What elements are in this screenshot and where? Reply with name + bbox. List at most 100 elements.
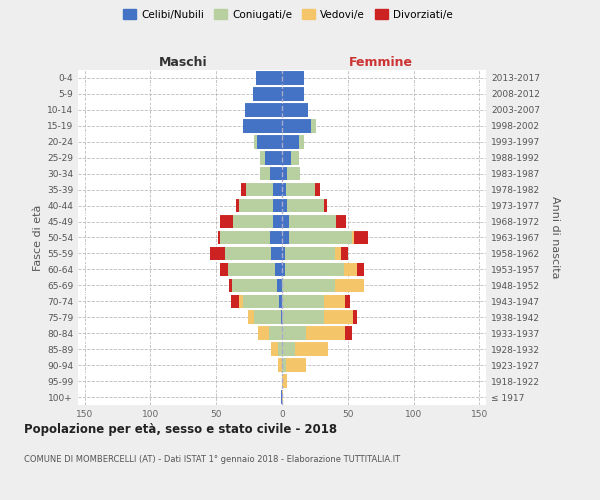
- Bar: [282, 71, 304, 85]
- Bar: [282, 246, 341, 260]
- Text: Femmine: Femmine: [349, 56, 413, 69]
- Bar: [282, 342, 328, 356]
- Bar: [245, 103, 282, 117]
- Bar: [226, 246, 282, 260]
- Bar: [239, 199, 282, 212]
- Bar: [226, 246, 282, 260]
- Bar: [282, 278, 335, 292]
- Y-axis label: Fasce di età: Fasce di età: [33, 204, 43, 270]
- Bar: [247, 183, 282, 196]
- Bar: [282, 326, 305, 340]
- Bar: [253, 87, 282, 101]
- Bar: [281, 390, 282, 404]
- Bar: [278, 358, 282, 372]
- Bar: [248, 310, 282, 324]
- Bar: [282, 262, 357, 276]
- Bar: [273, 199, 282, 212]
- Y-axis label: Anni di nascita: Anni di nascita: [550, 196, 560, 279]
- Bar: [282, 310, 353, 324]
- Bar: [271, 246, 282, 260]
- Bar: [282, 71, 304, 85]
- Bar: [282, 103, 308, 117]
- Bar: [242, 119, 282, 132]
- Bar: [260, 151, 282, 164]
- Bar: [282, 151, 299, 164]
- Bar: [209, 246, 282, 260]
- Bar: [260, 167, 282, 180]
- Bar: [228, 262, 282, 276]
- Bar: [245, 103, 282, 117]
- Bar: [281, 390, 282, 404]
- Bar: [282, 119, 316, 132]
- Bar: [282, 215, 289, 228]
- Bar: [256, 71, 282, 85]
- Bar: [282, 230, 368, 244]
- Bar: [282, 326, 345, 340]
- Bar: [277, 278, 282, 292]
- Bar: [245, 103, 282, 117]
- Bar: [282, 199, 327, 212]
- Bar: [282, 310, 324, 324]
- Bar: [282, 199, 324, 212]
- Bar: [256, 71, 282, 85]
- Bar: [230, 294, 282, 308]
- Bar: [220, 230, 282, 244]
- Bar: [260, 167, 282, 180]
- Bar: [271, 342, 282, 356]
- Bar: [282, 199, 324, 212]
- Bar: [282, 262, 344, 276]
- Bar: [282, 215, 346, 228]
- Bar: [282, 87, 304, 101]
- Bar: [282, 167, 287, 180]
- Bar: [232, 278, 282, 292]
- Bar: [282, 119, 316, 132]
- Bar: [282, 262, 364, 276]
- Bar: [282, 87, 304, 101]
- Bar: [282, 246, 348, 260]
- Bar: [282, 358, 286, 372]
- Bar: [254, 135, 282, 148]
- Bar: [282, 87, 304, 101]
- Bar: [220, 230, 282, 244]
- Bar: [254, 135, 282, 148]
- Bar: [247, 183, 282, 196]
- Bar: [228, 262, 282, 276]
- Bar: [242, 119, 282, 132]
- Bar: [282, 87, 304, 101]
- Bar: [282, 358, 305, 372]
- Bar: [278, 342, 282, 356]
- Text: COMUNE DI MOMBERCELLI (AT) - Dati ISTAT 1° gennaio 2018 - Elaborazione TUTTITALI: COMUNE DI MOMBERCELLI (AT) - Dati ISTAT …: [24, 455, 400, 464]
- Bar: [260, 151, 282, 164]
- Bar: [282, 278, 364, 292]
- Bar: [282, 215, 336, 228]
- Bar: [282, 262, 284, 276]
- Bar: [273, 215, 282, 228]
- Bar: [282, 230, 355, 244]
- Bar: [229, 278, 282, 292]
- Bar: [282, 294, 350, 308]
- Bar: [282, 167, 301, 180]
- Bar: [282, 103, 308, 117]
- Bar: [236, 199, 282, 212]
- Bar: [248, 310, 282, 324]
- Bar: [282, 294, 324, 308]
- Bar: [259, 326, 282, 340]
- Bar: [281, 390, 282, 404]
- Bar: [281, 310, 282, 324]
- Bar: [254, 310, 282, 324]
- Bar: [282, 230, 352, 244]
- Bar: [270, 230, 282, 244]
- Bar: [220, 262, 282, 276]
- Text: Popolazione per età, sesso e stato civile - 2018: Popolazione per età, sesso e stato civil…: [24, 422, 337, 436]
- Bar: [282, 103, 308, 117]
- Bar: [282, 390, 283, 404]
- Bar: [265, 151, 282, 164]
- Bar: [273, 183, 282, 196]
- Bar: [275, 262, 282, 276]
- Bar: [282, 246, 284, 260]
- Bar: [282, 151, 291, 164]
- Bar: [253, 87, 282, 101]
- Bar: [280, 294, 282, 308]
- Bar: [256, 71, 282, 85]
- Bar: [220, 215, 282, 228]
